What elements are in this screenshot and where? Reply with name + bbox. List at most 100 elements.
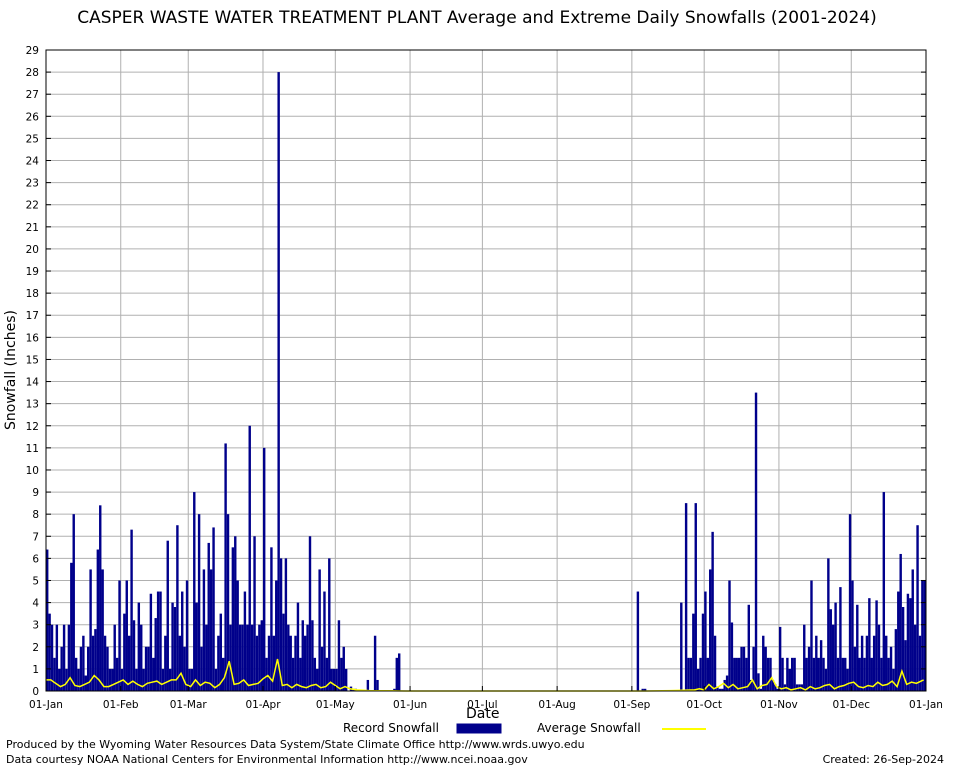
record-snowfall-bar xyxy=(636,591,640,691)
record-snowfall-bar xyxy=(701,613,705,691)
record-snowfall-bar xyxy=(750,679,753,691)
record-snowfall-bar xyxy=(740,646,743,691)
record-snowfall-bar xyxy=(776,688,779,691)
average-snowfall-polyline xyxy=(46,658,924,692)
record-snowfall-bar xyxy=(737,657,741,691)
record-snowfall-bar xyxy=(713,635,717,691)
record-snowfall-bar xyxy=(684,503,688,691)
record-snowfall-bar xyxy=(807,646,811,691)
record-snowfall-bar xyxy=(299,657,302,691)
record-snowfall-bar xyxy=(190,668,194,691)
record-snowfall-bar xyxy=(344,668,348,691)
record-snowfall-bar xyxy=(156,591,160,691)
record-snowfall-bar xyxy=(277,72,280,691)
record-snowfall-bar xyxy=(279,558,283,691)
y-tick-label: 17 xyxy=(26,310,39,322)
record-snowfall-bar xyxy=(229,624,232,691)
x-tick-label: 01-Nov xyxy=(760,699,798,711)
record-snowfall-bar xyxy=(265,657,268,691)
record-snowfall-bar xyxy=(330,668,333,691)
record-snowfall-bar xyxy=(904,640,907,691)
record-snowfall-bar xyxy=(774,684,777,691)
record-snowfall-bar xyxy=(159,591,162,691)
record-snowfall-bar xyxy=(641,688,644,691)
record-snowfall-bar xyxy=(827,558,830,691)
record-snowfall-bar xyxy=(50,624,54,691)
record-snowfall-bar xyxy=(718,688,722,691)
record-snowfall-bar xyxy=(706,657,710,691)
record-snowfall-bar xyxy=(154,618,157,691)
record-snowfall-bar xyxy=(762,635,765,691)
y-tick-label: 18 xyxy=(26,288,39,300)
record-snowfall-bar xyxy=(289,635,292,691)
record-snowfall-bar xyxy=(889,646,893,691)
record-snowfall-bar xyxy=(320,646,324,691)
record-snowfall-bar xyxy=(267,635,271,691)
record-snowfall-bar xyxy=(72,514,75,691)
y-tick-label: 25 xyxy=(26,133,39,145)
x-tick-label: 01-Apr xyxy=(245,699,281,711)
record-snowfall-bar xyxy=(373,635,377,691)
record-snowfall-bar xyxy=(282,613,285,691)
record-snowfall-bar xyxy=(62,624,66,691)
x-tick-label: 01-May xyxy=(316,699,355,711)
record-snowfall-bar xyxy=(74,657,78,691)
record-snowfall-bar xyxy=(217,635,220,691)
record-snowfall-bar xyxy=(696,668,700,691)
average-snowfall-line xyxy=(46,658,924,692)
y-tick-label: 15 xyxy=(26,354,39,366)
record-snowfall-bar xyxy=(193,492,196,691)
x-tick-label: 01-Dec xyxy=(833,699,871,711)
record-snowfall-bar xyxy=(643,688,647,691)
record-snowfall-bar xyxy=(790,657,794,691)
record-snowfall-bar xyxy=(921,580,924,691)
record-snowfall-bar xyxy=(328,558,331,691)
record-snowfall-bar xyxy=(108,668,112,691)
record-snowfall-bar xyxy=(376,679,379,691)
record-snowfall-bar xyxy=(877,624,881,691)
record-snowfall-bar xyxy=(868,598,871,691)
record-snowfall-bar xyxy=(253,536,256,691)
record-snowfall-bar xyxy=(332,668,336,691)
record-snowfall-bar xyxy=(892,668,895,691)
record-snowfall-bar xyxy=(786,657,789,691)
record-snowfall-bar xyxy=(243,591,247,691)
record-snowfall-bar xyxy=(766,657,770,691)
record-snowfall-bar xyxy=(834,602,837,691)
record-snowfall-bar xyxy=(207,542,210,691)
record-snowfall-bar xyxy=(860,635,864,691)
record-snowfall-bar xyxy=(742,646,746,691)
y-tick-label: 29 xyxy=(26,45,39,57)
record-snowfall-bar xyxy=(231,547,235,691)
record-snowfall-bar xyxy=(745,657,748,691)
record-snowfall-bar xyxy=(803,624,806,691)
record-snowfall-bar xyxy=(911,569,914,691)
record-snowfall-bar xyxy=(161,668,165,691)
record-snowfall-bar xyxy=(234,536,237,691)
record-snowfall-bar xyxy=(342,646,345,691)
y-tick-label: 20 xyxy=(26,244,39,256)
record-snowfall-bar xyxy=(819,640,823,691)
record-snowfall-bar xyxy=(53,657,56,691)
record-snowfall-bar xyxy=(291,657,295,691)
record-snowfall-bar xyxy=(841,657,845,691)
record-snowfall-bar xyxy=(848,514,852,691)
record-snowfall-bar xyxy=(272,635,276,691)
record-snowfall-bar xyxy=(209,569,213,691)
record-snowfall-bar xyxy=(318,569,321,691)
record-snowfall-bar xyxy=(296,602,300,691)
record-snowfall-bar xyxy=(152,657,155,691)
record-snowfall-bar xyxy=(340,657,343,691)
y-tick-label: 21 xyxy=(26,222,39,234)
x-tick-label: 01-Aug xyxy=(538,699,575,711)
record-snowfall-bar xyxy=(147,646,150,691)
record-snowfall-bar xyxy=(115,657,119,691)
record-snowfall-bar xyxy=(913,624,917,691)
y-tick-label: 8 xyxy=(32,509,39,521)
record-snowfall-bar xyxy=(692,613,695,691)
record-snowfall-bar xyxy=(127,635,131,691)
record-snowfall-bar xyxy=(65,668,68,691)
record-snowfall-bar xyxy=(805,657,808,691)
record-snowfall-bar xyxy=(699,657,702,691)
record-snowfall-bar xyxy=(178,635,182,691)
